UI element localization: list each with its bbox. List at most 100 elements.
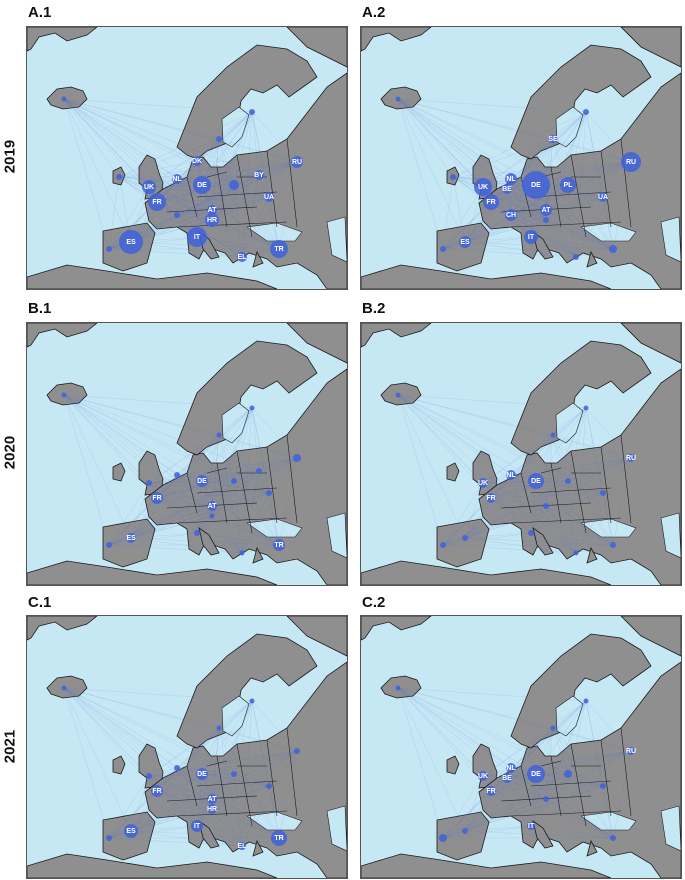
edge-line <box>118 160 198 178</box>
edge-line <box>452 176 466 243</box>
map-panel-a2: UK NL BE SE DE PL FR CH AT IT ES UA RU <box>360 26 682 290</box>
edge-group <box>397 98 632 258</box>
country-node-pt <box>439 834 447 842</box>
edge-line <box>130 773 203 832</box>
country-border <box>196 487 278 494</box>
country-node-fr <box>151 785 163 797</box>
edge-line <box>490 201 547 211</box>
inland-sea-shape <box>221 695 250 737</box>
edge-line <box>567 700 587 775</box>
country-node-at <box>207 501 217 511</box>
edge-line <box>176 178 198 238</box>
edge-line <box>602 785 614 839</box>
land-shape <box>27 323 98 348</box>
edge-line <box>176 767 213 800</box>
country-node-pl <box>560 177 576 193</box>
edge-line <box>196 773 203 827</box>
country-border <box>550 755 562 817</box>
country-label-nl: NL <box>172 176 182 183</box>
edge-line <box>218 434 260 472</box>
edge-line <box>442 773 569 839</box>
edge-line <box>176 727 220 769</box>
edge-line <box>585 407 632 459</box>
edge-line <box>148 186 213 221</box>
edge-line <box>567 457 632 482</box>
edge-line <box>397 394 604 494</box>
edge-line <box>442 785 604 839</box>
edge-line <box>118 176 178 216</box>
country-node-pl <box>231 478 237 484</box>
edge-line <box>233 111 253 186</box>
edge-line <box>108 532 198 546</box>
edge-line <box>241 174 260 258</box>
inland-sea-shape <box>555 106 584 148</box>
edge-line <box>490 474 512 499</box>
edge-line <box>211 808 280 839</box>
edge-line <box>397 687 532 827</box>
edge-line <box>63 394 178 476</box>
edge-line <box>148 482 213 517</box>
edge-line <box>63 394 260 472</box>
country-node-es <box>462 535 468 541</box>
edge-line <box>63 687 178 769</box>
edge-line <box>535 161 632 186</box>
inland-sea-shape <box>580 518 637 538</box>
edge-line <box>176 474 213 507</box>
edge-line <box>545 785 604 800</box>
edge-line <box>63 98 213 211</box>
edge-line <box>545 727 554 800</box>
inland-sea-shape <box>580 222 637 242</box>
edge-line <box>201 480 280 546</box>
edge-line <box>201 773 270 787</box>
edge-line <box>575 196 604 258</box>
country-node-se <box>216 432 222 438</box>
edge-line <box>130 825 198 832</box>
edge-line <box>201 480 270 494</box>
edge-line <box>490 497 547 507</box>
edge-line <box>482 407 587 484</box>
edge-line <box>176 178 213 211</box>
edge-line <box>268 492 280 546</box>
edge-line <box>130 785 270 832</box>
edge-line <box>482 775 547 800</box>
edge-line <box>130 537 243 554</box>
inland-sea-shape <box>660 805 681 852</box>
edge-line <box>397 98 508 190</box>
country-node-it <box>194 530 200 536</box>
edge-line <box>176 214 280 250</box>
land-shape <box>286 323 347 364</box>
edge-line <box>482 750 632 777</box>
edge-line <box>506 188 547 211</box>
edge-line <box>148 773 203 777</box>
edge-line <box>490 480 569 499</box>
edge-line <box>63 687 213 800</box>
edge-line <box>545 798 614 839</box>
panel-label-b1: B.1 <box>28 300 52 317</box>
country-border <box>286 138 298 228</box>
edge-line <box>148 186 270 198</box>
edge-line <box>211 492 270 517</box>
edge-line <box>545 196 604 221</box>
edge-line <box>63 687 220 729</box>
edge-line <box>130 457 298 539</box>
edge-line <box>130 750 298 832</box>
edge-line <box>510 767 547 800</box>
edge-line <box>148 457 298 484</box>
edge-line <box>397 394 569 482</box>
edge-line <box>176 160 198 216</box>
edge-line <box>63 394 270 494</box>
edge-line <box>545 434 554 507</box>
edge-line <box>452 111 587 178</box>
edge-line <box>201 727 220 775</box>
land-shape <box>361 853 612 878</box>
edge-line <box>148 775 243 847</box>
land-shape <box>510 44 652 160</box>
edge-line <box>552 407 587 436</box>
edge-line <box>545 407 587 507</box>
edge-line <box>567 773 614 839</box>
edge-line <box>211 470 260 517</box>
edge-line <box>63 687 243 847</box>
edge-line <box>464 505 547 539</box>
panel-label-c1: C.1 <box>28 594 52 611</box>
edge-line <box>530 480 569 534</box>
